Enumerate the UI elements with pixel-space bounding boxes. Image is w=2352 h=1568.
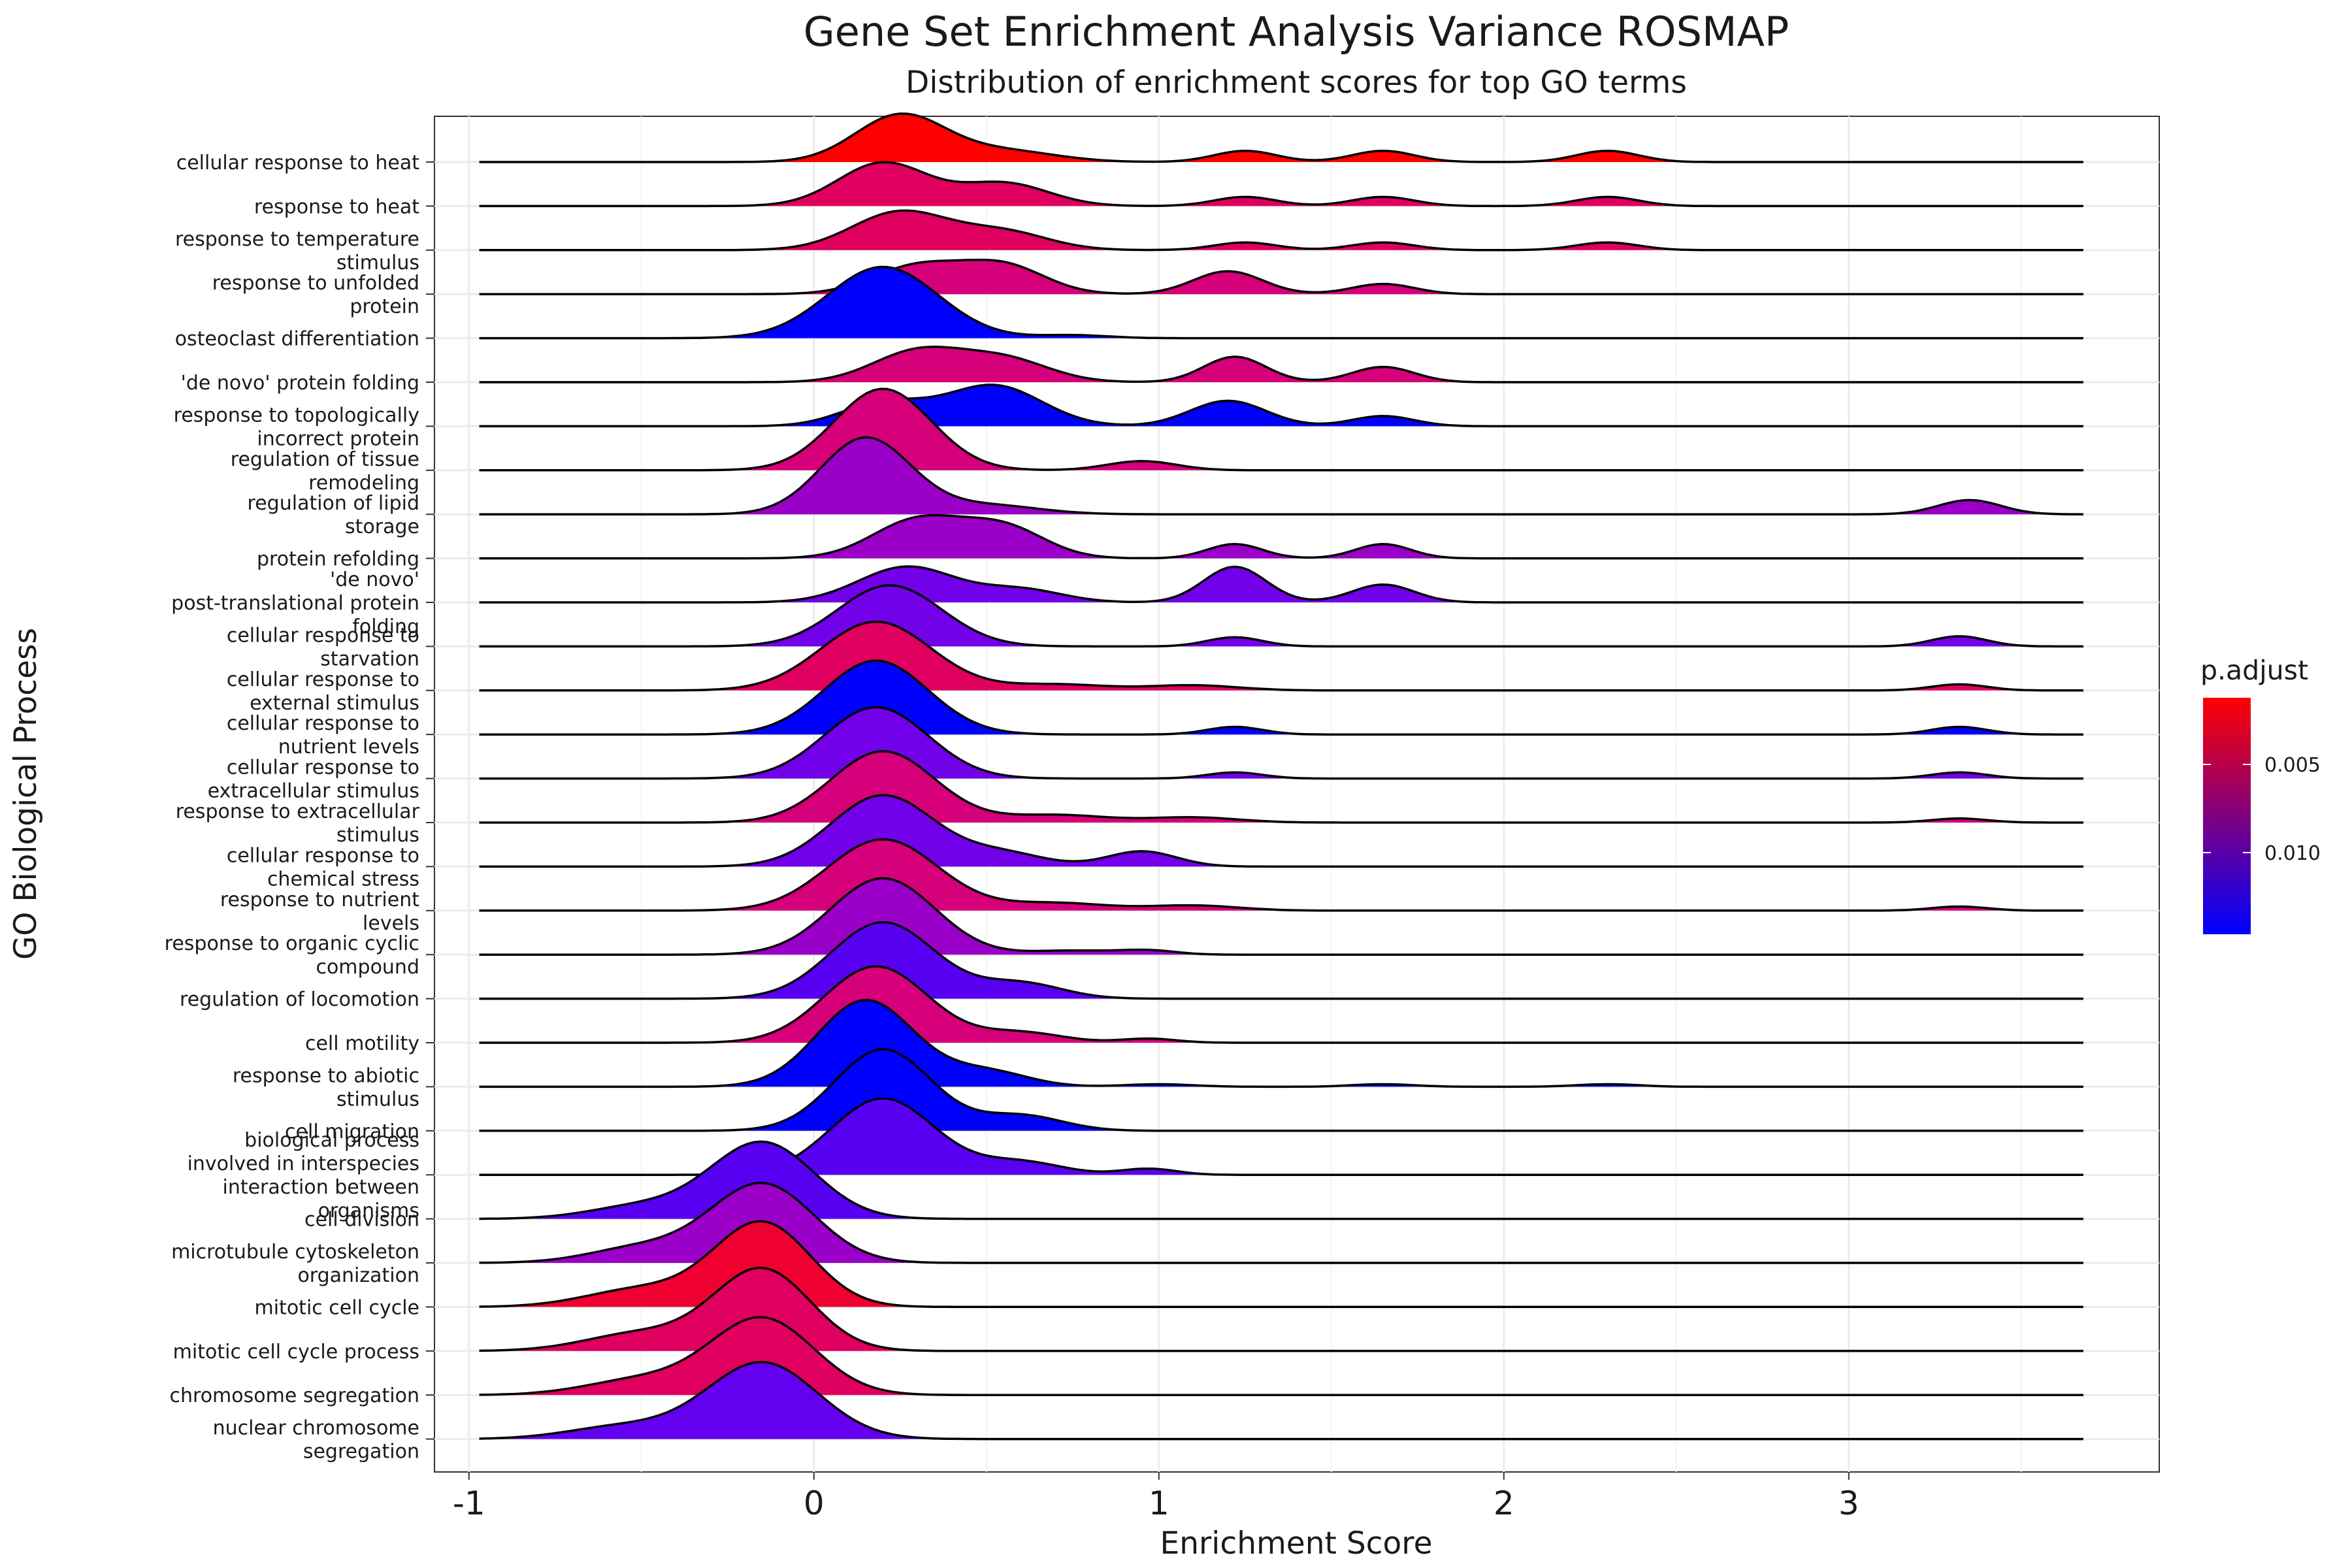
ridge-outline bbox=[479, 258, 2083, 295]
ridge-outline bbox=[479, 514, 2083, 560]
y-tick-label: response to abiotic stimulus bbox=[233, 1064, 419, 1111]
x-tick-label: 0 bbox=[804, 1484, 825, 1522]
ridge-outline bbox=[479, 346, 2083, 384]
y-tick-label: mitotic cell cycle process bbox=[173, 1341, 419, 1364]
ridge-outline bbox=[479, 584, 2083, 648]
y-tick-label: response to heat bbox=[254, 195, 419, 218]
ridge-outline bbox=[479, 750, 2083, 824]
ridge-outline bbox=[479, 921, 2083, 1000]
ridge-fill bbox=[479, 1362, 2083, 1439]
legend-tick-label: 0.010 bbox=[2264, 842, 2321, 865]
ridge-outline bbox=[479, 112, 2083, 163]
y-tick-label: microtubule cytoskeleton organization bbox=[171, 1241, 419, 1287]
ridge-fill bbox=[479, 210, 2083, 250]
y-tick-label: regulation of lipid storage bbox=[248, 492, 419, 538]
ridge-outline bbox=[479, 1316, 2083, 1396]
ridge-outline bbox=[479, 436, 2083, 515]
y-tick-label: protein refolding bbox=[257, 548, 419, 571]
y-tick-label: response to unfolded protein bbox=[212, 272, 419, 318]
y-tick-label: regulation of tissue remodeling bbox=[231, 448, 419, 495]
y-tick-label: cellular response to external stimulus bbox=[227, 668, 419, 715]
ridges bbox=[479, 112, 2083, 1441]
y-tick-label: 'de novo' protein folding bbox=[181, 372, 419, 395]
y-axis-labels: cellular response to heat response to hea… bbox=[165, 152, 434, 1463]
ridge-fill bbox=[479, 113, 2083, 162]
ridge-fill bbox=[479, 1098, 2083, 1175]
y-tick-label: cell motility bbox=[305, 1032, 419, 1055]
ridge-fill bbox=[479, 1317, 2083, 1396]
ridge-outline bbox=[479, 1220, 2083, 1309]
x-tick-label: -1 bbox=[453, 1484, 485, 1522]
y-tick-label: response to extracellular stimulus bbox=[176, 800, 420, 847]
y-tick-label: cellular response to chemical stress bbox=[227, 844, 419, 890]
chart-subtitle: Distribution of enrichment scores for to… bbox=[906, 65, 1687, 101]
y-tick-label: response to temperature stimulus bbox=[175, 228, 419, 274]
ridge-outline bbox=[479, 565, 2083, 604]
y-tick-label: response to organic cyclic compound bbox=[165, 932, 419, 979]
ridge-outline bbox=[479, 161, 2083, 208]
y-tick-label: cellular response to extracellular stimul… bbox=[208, 757, 419, 803]
ridge-outline bbox=[479, 209, 2083, 252]
chart-title: Gene Set Enrichment Analysis Variance RO… bbox=[804, 8, 1789, 56]
y-tick-label: cell migration bbox=[285, 1120, 419, 1143]
ridge-fill bbox=[479, 1141, 2083, 1219]
ridge-fill bbox=[479, 346, 2083, 382]
x-axis: -1 0 1 2 3 bbox=[453, 1472, 1859, 1522]
ridge-outline bbox=[479, 1048, 2083, 1132]
ridge-outline bbox=[479, 877, 2083, 956]
ridge-fill bbox=[479, 162, 2083, 206]
legend-tick-label: 0.005 bbox=[2264, 754, 2321, 777]
ridge-outline bbox=[479, 838, 2083, 912]
ridge-fill bbox=[479, 1183, 2083, 1263]
ridge-outline bbox=[479, 706, 2083, 780]
ridge-outline bbox=[479, 384, 2083, 428]
ridge-fill bbox=[479, 267, 2083, 338]
color-legend: p.adjust 0.005 0.010 bbox=[2200, 655, 2321, 934]
y-tick-label: cellular response to heat bbox=[176, 152, 420, 174]
legend-colorbar bbox=[2203, 698, 2251, 934]
y-tick-label: 'de novo' post-translational protein foldi… bbox=[171, 568, 419, 638]
ridge-fill bbox=[479, 1267, 2083, 1351]
y-tick-label: regulation of locomotion bbox=[180, 988, 419, 1011]
legend-title: p.adjust bbox=[2200, 655, 2308, 686]
y-tick-label: cellular response to starvation bbox=[227, 624, 419, 670]
ridge-outline bbox=[479, 387, 2083, 472]
y-axis-title: GO Biological Process bbox=[8, 628, 44, 960]
y-tick-label: cellular response to nutrient levels bbox=[227, 712, 419, 759]
y-tick-label: mitotic cell cycle bbox=[255, 1296, 420, 1319]
ridge-fill bbox=[479, 515, 2083, 559]
y-tick-label: response to nutrient levels bbox=[220, 889, 419, 935]
ridge-fill bbox=[479, 1221, 2083, 1307]
ridge-outline bbox=[479, 265, 2083, 340]
ridge-outline bbox=[479, 620, 2083, 692]
x-axis-title: Enrichment Score bbox=[1160, 1526, 1433, 1561]
y-tick-label: response to topologically incorrect prote… bbox=[174, 404, 419, 450]
ridge-outline bbox=[479, 1181, 2083, 1264]
x-tick-label: 3 bbox=[1838, 1484, 1859, 1522]
y-tick-label: biological process involved in interspeci… bbox=[188, 1129, 419, 1222]
ridge-outline bbox=[479, 998, 2083, 1088]
ridge-outline bbox=[479, 1140, 2083, 1220]
ridge-outline bbox=[479, 659, 2083, 736]
y-tick-label: cell division bbox=[304, 1209, 419, 1232]
ridge-outline bbox=[479, 1360, 2083, 1441]
x-tick-label: 1 bbox=[1149, 1484, 1169, 1522]
y-tick-label: nuclear chromosome segregation bbox=[213, 1417, 419, 1463]
ridge-fill bbox=[479, 437, 2083, 515]
ridge-outline bbox=[479, 1266, 2083, 1352]
y-tick-label: osteoclast differentiation bbox=[175, 328, 419, 351]
y-tick-label: chromosome segregation bbox=[170, 1384, 419, 1407]
x-tick-label: 2 bbox=[1494, 1484, 1514, 1522]
ridge-outline bbox=[479, 794, 2083, 868]
ridge-outline bbox=[479, 965, 2083, 1044]
